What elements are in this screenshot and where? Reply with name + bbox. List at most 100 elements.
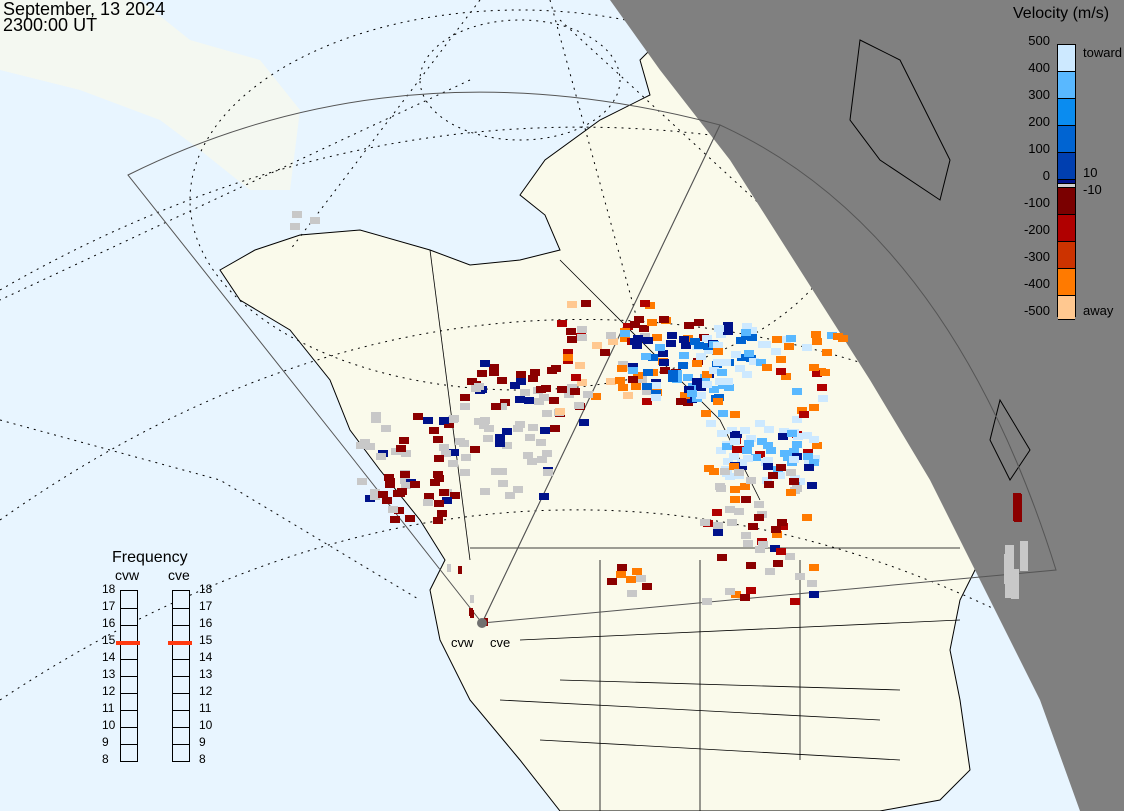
velocity-cell bbox=[792, 416, 802, 423]
velocity-cell bbox=[741, 329, 751, 336]
velocity-cell bbox=[681, 342, 691, 349]
velocity-cell bbox=[388, 506, 398, 513]
velocity-cell bbox=[542, 410, 552, 417]
velocity-cell bbox=[491, 403, 501, 410]
velocity-cell bbox=[803, 453, 813, 460]
frequency-tick: 13 bbox=[199, 667, 213, 681]
velocity-cell bbox=[736, 337, 746, 344]
velocity-cell bbox=[434, 475, 444, 482]
velocity-cell bbox=[713, 522, 723, 529]
velocity-cell bbox=[827, 332, 837, 339]
velocity-cell bbox=[450, 492, 460, 499]
velocity-cell bbox=[721, 359, 731, 366]
velocity-cell bbox=[731, 591, 741, 598]
velocity-tick: -400 bbox=[1023, 276, 1050, 291]
velocity-cell bbox=[754, 514, 764, 521]
velocity-cell bbox=[690, 338, 700, 345]
velocity-cell bbox=[495, 440, 505, 447]
velocity-cell bbox=[696, 392, 706, 399]
frequency-tick: 10 bbox=[102, 718, 116, 732]
velocity-cell bbox=[461, 454, 471, 461]
velocity-cell bbox=[566, 328, 576, 335]
velocity-cell bbox=[725, 506, 735, 513]
velocity-cell bbox=[818, 395, 828, 402]
velocity-cell bbox=[356, 442, 366, 449]
velocity-cell bbox=[807, 580, 817, 587]
frequency-tick: 14 bbox=[199, 650, 213, 664]
velocity-cell bbox=[744, 440, 754, 447]
velocity-cell bbox=[523, 452, 533, 459]
velocity-cell bbox=[768, 472, 778, 479]
velocity-cell bbox=[652, 334, 662, 341]
velocity-cell bbox=[365, 443, 375, 450]
velocity-cell bbox=[627, 590, 637, 597]
velocity-cell bbox=[643, 337, 653, 344]
night-coastline bbox=[849, 39, 1031, 481]
velocity-cell bbox=[480, 488, 490, 495]
velocity-cell bbox=[484, 425, 494, 432]
velocity-cell bbox=[639, 325, 649, 332]
frequency-tick: 11 bbox=[102, 701, 115, 715]
velocity-cell bbox=[549, 397, 559, 404]
velocity-cell bbox=[385, 481, 395, 488]
velocity-cell bbox=[694, 342, 704, 349]
velocity-cell bbox=[401, 450, 411, 457]
velocity-cell bbox=[557, 320, 567, 327]
velocity-cell bbox=[729, 453, 739, 460]
velocity-cell bbox=[382, 497, 392, 504]
inner-pos-label: 10 bbox=[1083, 165, 1098, 180]
frequency-tick: 13 bbox=[102, 667, 116, 681]
velocity-cell bbox=[441, 450, 451, 457]
velocity-cell bbox=[741, 496, 751, 503]
velocity-cell bbox=[567, 301, 577, 308]
night-region bbox=[610, 0, 1124, 811]
velocity-tick: -500 bbox=[1023, 303, 1050, 318]
velocity-cell bbox=[502, 442, 512, 449]
velocity-tick: 500 bbox=[1028, 33, 1050, 48]
velocity-cell bbox=[660, 367, 670, 374]
velocity-cell bbox=[400, 471, 410, 478]
velocity-cell bbox=[390, 516, 400, 523]
velocity-cell bbox=[399, 437, 409, 444]
velocity-cell bbox=[615, 377, 625, 384]
velocity-cell bbox=[651, 382, 661, 389]
velocity-cell bbox=[713, 529, 723, 536]
velocity-cell bbox=[747, 334, 757, 341]
velocity-tick: 400 bbox=[1028, 60, 1050, 75]
velocity-cell bbox=[290, 223, 300, 230]
velocity-cell bbox=[623, 392, 633, 399]
velocity-cell bbox=[786, 489, 796, 496]
velocity-cell bbox=[516, 371, 526, 378]
velocity-cell bbox=[439, 489, 449, 496]
velocity-cell bbox=[764, 481, 774, 488]
velocity-cell bbox=[755, 420, 765, 427]
velocity-cell bbox=[397, 488, 407, 495]
velocity-cell bbox=[820, 369, 830, 376]
inner-neg-label: -10 bbox=[1083, 182, 1102, 197]
velocity-cell bbox=[765, 568, 775, 575]
velocity-cell bbox=[470, 446, 480, 453]
velocity-cell bbox=[505, 492, 515, 499]
frequency-marker bbox=[168, 640, 192, 645]
velocity-cell bbox=[591, 393, 601, 400]
velocity-cell bbox=[809, 404, 819, 411]
velocity-cell bbox=[696, 353, 706, 360]
velocity-cell bbox=[630, 338, 640, 345]
velocity-cell bbox=[771, 526, 781, 533]
velocity-cell bbox=[756, 359, 766, 366]
colorbar-segment bbox=[1058, 45, 1075, 72]
velocity-cell bbox=[423, 499, 433, 506]
velocity-cell bbox=[795, 573, 805, 580]
colorbar-segment bbox=[1058, 180, 1075, 184]
velocity-cell bbox=[642, 383, 652, 390]
velocity-cell bbox=[430, 479, 440, 486]
velocity-cell bbox=[667, 332, 677, 339]
velocity-cell bbox=[809, 591, 819, 598]
velocity-cell bbox=[702, 371, 712, 378]
velocity-cell bbox=[626, 576, 636, 583]
frequency-tick: 15 bbox=[199, 633, 213, 647]
velocity-cell bbox=[763, 457, 773, 464]
velocity-cell bbox=[1005, 545, 1013, 575]
velocity-cell bbox=[776, 368, 786, 375]
velocity-cell bbox=[1020, 541, 1028, 571]
